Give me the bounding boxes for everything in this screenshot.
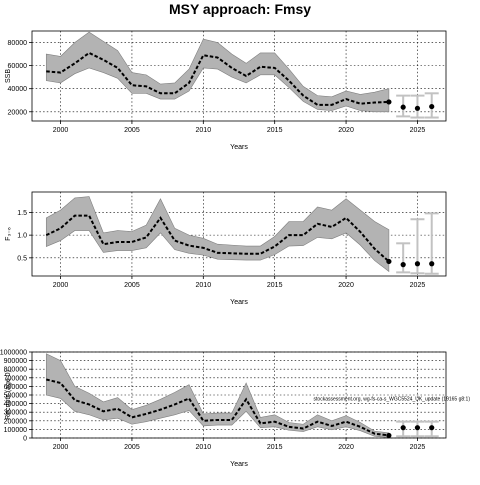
- forecast-point: [400, 104, 406, 110]
- y-axis-label: F₃₋₆: [5, 227, 12, 241]
- y-tick-label: 1.5: [17, 210, 27, 217]
- x-tick-label: 2010: [196, 127, 212, 134]
- y-tick-label: 1000000: [0, 350, 27, 357]
- y-tick-label: 1.0: [17, 233, 27, 240]
- source-note: stockassessment.org, wg-fs-ca-s_WGC5524_…: [314, 397, 471, 403]
- data-point: [386, 258, 392, 265]
- x-tick-label: 2015: [267, 282, 283, 289]
- confidence-band: [45, 196, 390, 273]
- x-tick-label: 2000: [53, 282, 69, 289]
- y-tick-label: 500000: [4, 393, 27, 400]
- panel-ssb: 2000 2005 2010 2015 2020 2025 20000 40000 60000 8…: [5, 30, 447, 151]
- x-tick-label: 2015: [267, 127, 283, 134]
- panel-recruitment: 2000 2005 2010 2015 2020 2025 0 100000 200000300…: [0, 350, 447, 468]
- y-tick-label: 60000: [8, 63, 28, 70]
- x-tick-label: 2025: [410, 127, 426, 134]
- forecast-bar: [396, 420, 411, 438]
- forecast-bar: [396, 94, 411, 118]
- x-tick-label: 2020: [338, 444, 354, 451]
- forecast-bar: [424, 92, 439, 119]
- x-tick-label: 2020: [338, 127, 354, 134]
- forecast-point: [429, 103, 435, 110]
- forecast-bar: [424, 212, 439, 275]
- forecast-bar: [424, 420, 439, 438]
- forecast-bar: [410, 218, 425, 275]
- forecast-bar: [410, 94, 425, 119]
- y-tick-label: 20000: [8, 109, 28, 116]
- x-tick-label: 2000: [53, 444, 69, 451]
- estimate-line: [46, 378, 390, 437]
- x-tick-label: 2025: [410, 444, 426, 451]
- forecast-point: [414, 425, 421, 431]
- estimate-line: [46, 51, 389, 106]
- x-axis-label: Years: [230, 299, 248, 306]
- x-axis-label: Years: [230, 461, 248, 468]
- data-point: [386, 99, 392, 105]
- x-tick-label: 2010: [196, 282, 212, 289]
- x-tick-label: 2015: [267, 444, 283, 451]
- plot-frame: [31, 191, 447, 277]
- y-axis-label: SSB: [5, 69, 12, 83]
- y-tick-label: 400000: [4, 401, 27, 408]
- y-tick-label: 600000: [4, 384, 27, 391]
- plot-frame: [31, 30, 447, 122]
- data-point: [386, 432, 392, 439]
- y-tick-label: 200000: [4, 418, 27, 425]
- forecast-point: [429, 261, 435, 267]
- y-tick-label: 700000: [4, 375, 27, 382]
- x-tick-label: 2025: [410, 282, 426, 289]
- figure-title: MSY approach: Fmsy: [169, 1, 311, 17]
- forecast-point: [414, 261, 421, 267]
- x-tick-label: 2005: [124, 127, 140, 134]
- confidence-band: [45, 31, 390, 113]
- x-tick-label: 2005: [124, 282, 140, 289]
- y-tick-label: 80000: [8, 40, 28, 47]
- y-tick-label: 300000: [4, 410, 27, 417]
- panel-fbar: 2000 2005 2010 2015 2020 2025 0.5 1.0 1.5 Years F₃…: [5, 191, 447, 306]
- forecast-bar: [396, 242, 411, 274]
- y-tick-label: 0: [23, 436, 27, 443]
- y-tick-label: 0.5: [17, 255, 27, 262]
- x-tick-label: 2005: [124, 444, 140, 451]
- forecast-point: [414, 105, 421, 111]
- forecast-point: [400, 425, 406, 431]
- y-tick-label: 40000: [8, 86, 28, 93]
- x-tick-label: 2010: [196, 444, 212, 451]
- y-axis-label: Recruits (age 0): [5, 370, 12, 420]
- y-tick-label: 100000: [4, 427, 27, 434]
- y-tick-label: 800000: [4, 367, 27, 374]
- y-tick-label: 900000: [4, 358, 27, 365]
- estimate-line: [45, 214, 390, 263]
- x-tick-label: 2020: [338, 282, 354, 289]
- forecast-bar: [410, 420, 425, 438]
- forecast-point: [400, 262, 406, 268]
- x-axis-label: Years: [230, 144, 248, 151]
- forecast-point: [429, 425, 435, 431]
- gridlines: [32, 351, 446, 439]
- x-tick-label: 2000: [53, 127, 69, 134]
